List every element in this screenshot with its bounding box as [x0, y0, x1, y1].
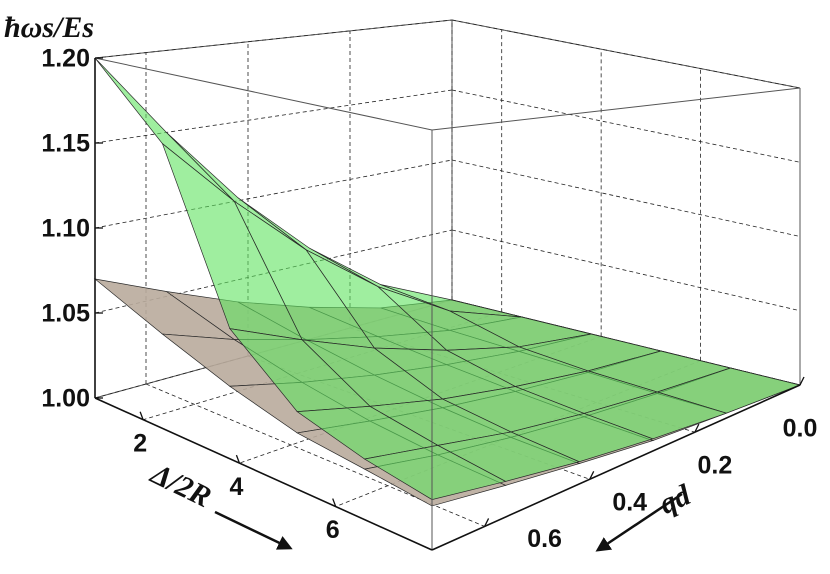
axis-line	[94, 397, 433, 551]
z-axis-title: ħωs/Es	[4, 11, 94, 44]
tick-mark	[139, 411, 144, 420]
z-tick-label: 1.20	[41, 45, 90, 73]
y-tick-label: 0.6	[527, 525, 562, 553]
x-tick-label: 4	[229, 473, 243, 501]
y-tick-label: 0.0	[783, 415, 818, 443]
tick-mark	[694, 423, 700, 433]
grid-line	[451, 159, 801, 237]
x-tick-label: 6	[326, 516, 340, 544]
x-axis-arrow	[214, 510, 293, 550]
grid-line	[94, 159, 453, 229]
box-front: 1.00 1.05 1.10 1.15 1.20 2 4 6 0.0 0.2 0.4 0.6	[41, 45, 817, 554]
z-tick-label: 1.10	[41, 215, 90, 243]
tick-mark	[332, 498, 337, 507]
z-tick-label: 1.00	[41, 385, 90, 413]
box-edge	[94, 57, 433, 131]
tick-mark	[799, 376, 805, 386]
tick-mark	[235, 454, 241, 464]
tick-mark	[483, 518, 490, 527]
y-tick-label: 0.2	[697, 451, 732, 479]
grid-line	[451, 19, 801, 89]
z-tick-label: 1.05	[41, 300, 90, 328]
y-tick-label: 0.4	[612, 488, 647, 516]
box-edge	[94, 19, 453, 59]
grid-line	[145, 383, 485, 527]
x-axis-title: Δ/2R	[145, 457, 216, 514]
y-axis-arrow	[595, 492, 683, 552]
grid-line	[94, 19, 453, 59]
grid-line	[451, 89, 801, 163]
axis-line	[431, 384, 801, 551]
surfaces	[93, 57, 802, 507]
surface-cell	[94, 57, 235, 202]
x-tick-label: 2	[133, 429, 147, 457]
grid-line	[143, 311, 502, 421]
grid-line	[451, 229, 801, 312]
box-edge	[431, 87, 801, 131]
tick-mark	[589, 470, 595, 480]
z-tick-label: 1.15	[41, 130, 90, 158]
